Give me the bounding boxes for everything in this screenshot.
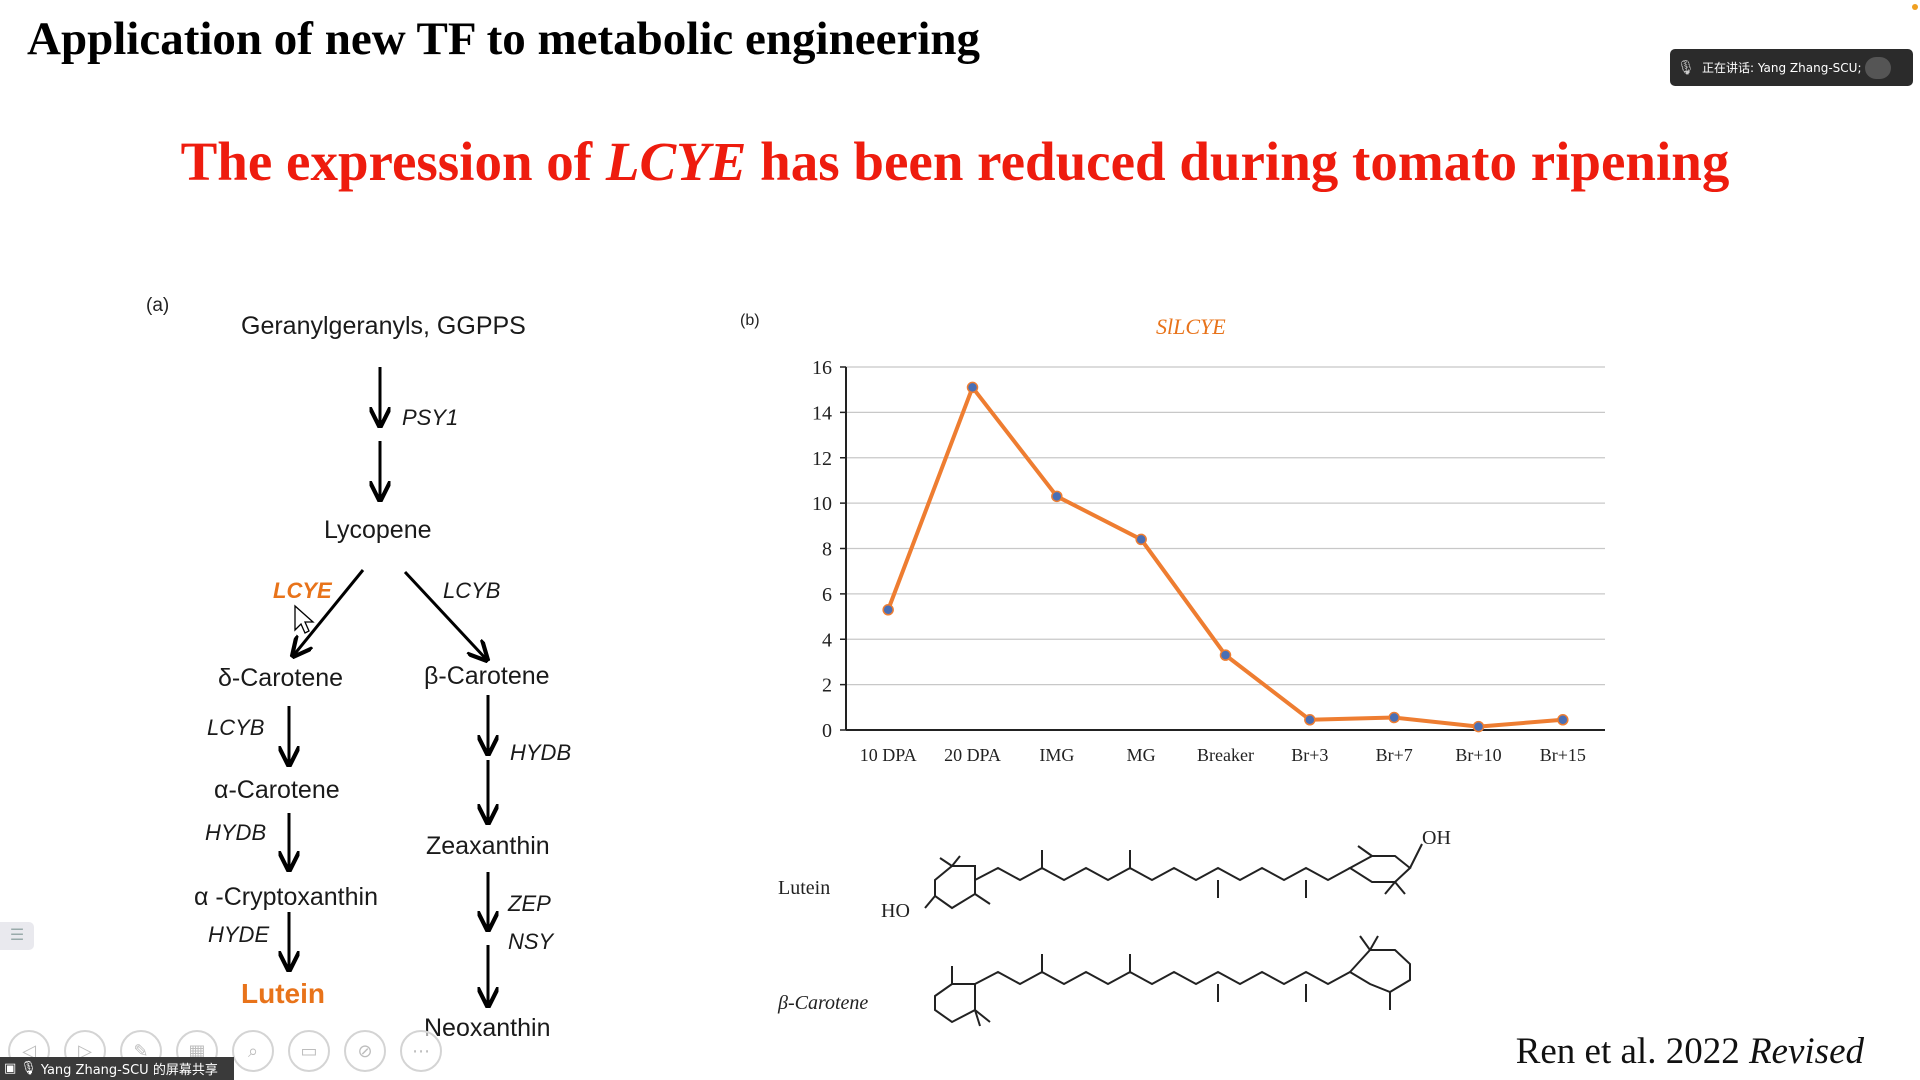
- subtitle-icon[interactable]: ▭: [288, 1030, 330, 1072]
- citation-main: Ren et al. 2022: [1516, 1031, 1749, 1072]
- list-icon: ☰: [10, 927, 24, 944]
- citation: Ren et al. 2022 Revised: [1516, 1030, 1864, 1073]
- magnifier-icon[interactable]: ⌕: [232, 1030, 274, 1072]
- more-icon[interactable]: ⋯: [400, 1030, 442, 1072]
- sidebar-toggle-button[interactable]: ☰: [0, 922, 34, 950]
- beta-carotene-structure: [935, 936, 1410, 1026]
- share-label: Yang Zhang-SCU 的屏幕共享: [41, 1059, 218, 1078]
- lutein-structure: [925, 844, 1422, 908]
- screen-share-bar[interactable]: ▣ 🎙 Yang Zhang-SCU 的屏幕共享: [0, 1057, 234, 1080]
- camera-off-icon[interactable]: ⊘: [344, 1030, 386, 1072]
- citation-italic: Revised: [1749, 1031, 1864, 1072]
- screen-icon: ▣: [4, 1061, 16, 1076]
- mic-small-icon: 🎙: [20, 1061, 37, 1076]
